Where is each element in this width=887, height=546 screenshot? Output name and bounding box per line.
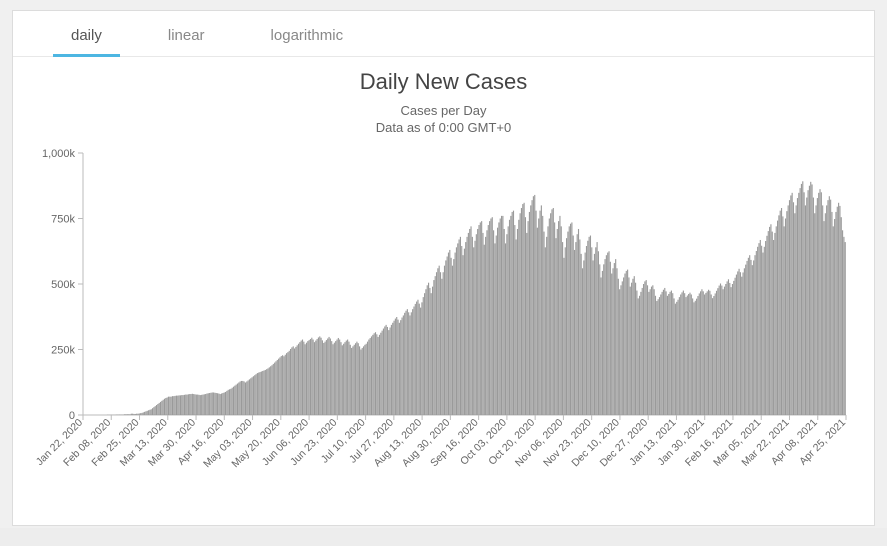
tab-linear[interactable]: linear: [150, 17, 223, 56]
plot-area: 0250k500k750k1,000kJan 22, 2020Feb 08, 2…: [33, 143, 854, 525]
tab-logarithmic-label: logarithmic: [271, 27, 344, 44]
svg-text:250k: 250k: [51, 344, 75, 356]
tab-daily-label: daily: [71, 27, 102, 44]
svg-text:500k: 500k: [51, 279, 75, 291]
page-outer: daily linear logarithmic Daily New Cases…: [0, 0, 887, 546]
chart-titles: Daily New Cases Cases per Day Data as of…: [13, 69, 874, 137]
tab-logarithmic[interactable]: logarithmic: [253, 17, 362, 56]
tabs-row: daily linear logarithmic: [13, 11, 874, 57]
chart-subtitle-1: Cases per Day: [401, 103, 487, 118]
chart-title: Daily New Cases: [13, 69, 874, 95]
chart-card: daily linear logarithmic Daily New Cases…: [12, 10, 875, 526]
svg-text:750k: 750k: [51, 213, 75, 225]
bar-chart-svg: 0250k500k750k1,000kJan 22, 2020Feb 08, 2…: [33, 143, 856, 493]
tab-daily[interactable]: daily: [53, 17, 120, 56]
chart-subtitle: Cases per Day Data as of 0:00 GMT+0: [13, 103, 874, 137]
bottom-strip: [0, 528, 887, 546]
svg-text:1,000k: 1,000k: [42, 148, 76, 160]
chart-subtitle-2: Data as of 0:00 GMT+0: [376, 120, 511, 135]
tab-linear-label: linear: [168, 27, 205, 44]
